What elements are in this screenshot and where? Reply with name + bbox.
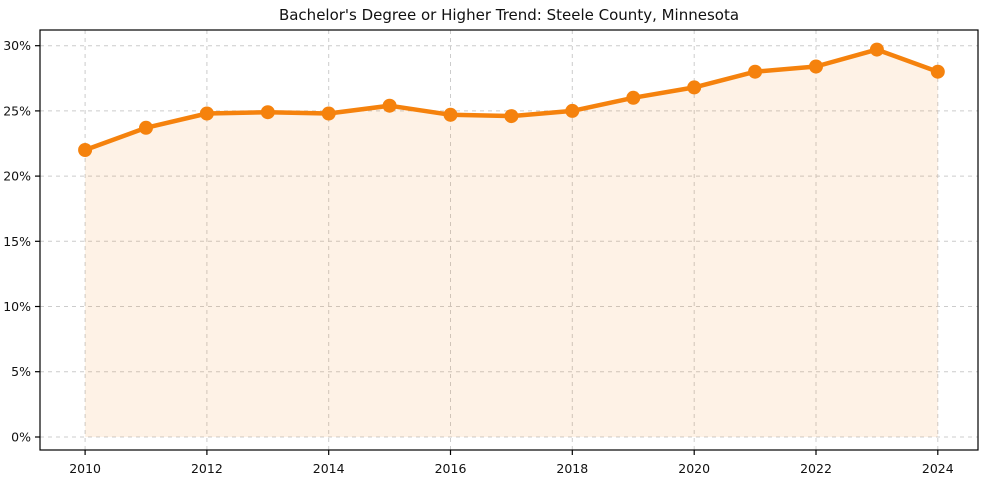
xtick-label-2022: 2022 [800,461,832,476]
xtick-label-2010: 2010 [69,461,101,476]
ytick-label-30: 30% [3,38,31,53]
marker-2018 [565,103,580,118]
xtick-label-2020: 2020 [678,461,710,476]
xtick-label-2016: 2016 [435,461,467,476]
ytick-label-25: 25% [3,103,31,118]
ytick-label-15: 15% [3,234,31,249]
xtick-label-2012: 2012 [191,461,223,476]
marker-2015 [382,98,397,113]
area-fill [85,49,938,437]
ytick-label-5: 5% [11,364,31,379]
marker-2012 [199,106,214,121]
ytick-label-10: 10% [3,299,31,314]
marker-2016 [443,107,458,122]
xtick-label-2018: 2018 [556,461,588,476]
marker-2023 [869,42,884,57]
marker-2020 [687,80,702,95]
marker-2024 [930,64,945,79]
marker-2021 [748,64,763,79]
chart-title: Bachelor's Degree or Higher Trend: Steel… [278,6,740,24]
ytick-label-20: 20% [3,169,31,184]
marker-2011 [139,120,153,135]
xtick-label-2014: 2014 [313,461,345,476]
marker-2019 [626,90,641,105]
marker-2010 [78,143,93,157]
xtick-label-2024: 2024 [922,461,954,476]
marker-2013 [260,105,275,120]
ytick-label-0: 0% [11,430,31,445]
marker-2014 [321,106,336,121]
marker-2022 [809,59,823,74]
marker-2017 [504,109,519,124]
plot-border [39,29,979,451]
